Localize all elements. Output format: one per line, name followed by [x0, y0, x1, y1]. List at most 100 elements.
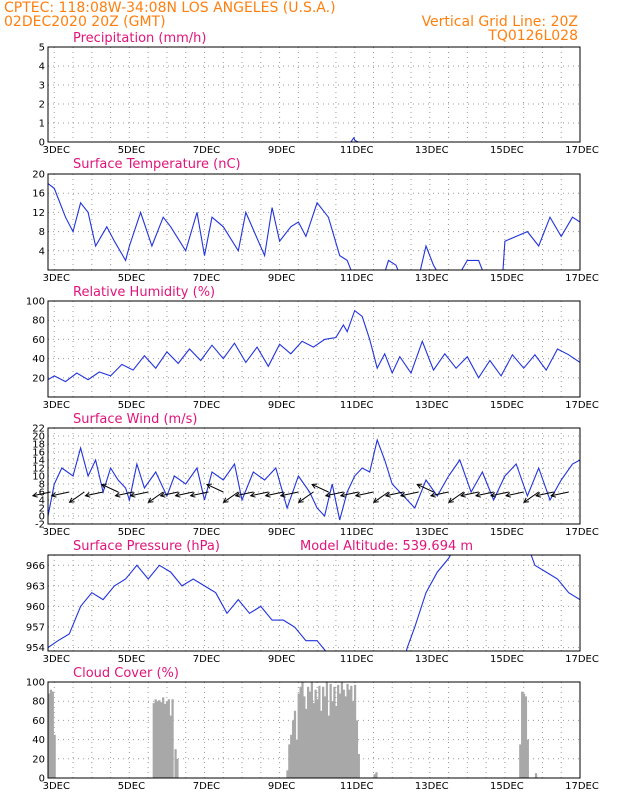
panel-cloud-cover: Cloud Cover (%) 0 20 40 60 80 100 3DEC 5DEC 7DEC… [26, 666, 599, 792]
wind-barb [551, 491, 569, 497]
cloud-cover-bar [162, 697, 165, 778]
cloud-cover-bar [299, 686, 302, 778]
cloud-cover-bar [522, 693, 526, 778]
relative-humidity-ytick-label: 20 [32, 373, 45, 384]
wind-barb-head [147, 497, 154, 503]
wind-barb-head [234, 492, 241, 498]
wind-barb-head [523, 497, 529, 503]
precipitation-xtick-label: 3DEC [43, 145, 70, 156]
cloud-cover-bar [171, 699, 174, 778]
surface-pressure-frame [47, 554, 581, 652]
wind-barb-head [429, 492, 436, 498]
cloud-cover-bar [310, 682, 314, 778]
surface-temperature-xtick-label: 15DEC [490, 273, 524, 284]
wind-barb-head [324, 492, 331, 498]
wind-barb-head [249, 492, 256, 498]
cloud-cover-bar [51, 691, 54, 778]
cloud-cover-bar [48, 693, 51, 778]
cloud-cover-bar [346, 683, 349, 778]
cloud-cover-bar [519, 744, 522, 778]
cloud-cover-bar [344, 696, 347, 778]
cloud-cover-bar [160, 702, 163, 778]
cloud-cover-bar [291, 720, 295, 778]
wind-barb-head [264, 492, 271, 498]
cloud-cover-bar [314, 689, 317, 778]
cloud-cover-bar [53, 734, 56, 778]
cloud-cover-xtick-label: 15DEC [490, 781, 524, 792]
cloud-cover-bar [163, 704, 167, 778]
wind-barb-head [399, 492, 406, 498]
precipitation-xtick-label: 15DEC [490, 145, 524, 156]
cloud-cover-bar [167, 699, 170, 778]
surface-wind-xtick-label: 11DEC [340, 527, 374, 538]
surface-wind-xtick-label: 17DEC [565, 527, 599, 538]
wind-barb [223, 491, 239, 503]
surface-temperature-xtick-label: 5DEC [118, 273, 145, 284]
cloud-cover-bar [329, 683, 332, 778]
surface-wind-frame [47, 427, 581, 525]
surface-temperature-xtick-label: 3DEC [43, 273, 70, 284]
surface-pressure-xtick-label: 9DEC [268, 654, 295, 665]
surface-temperature-ytick-label: 20 [32, 170, 45, 181]
surface-temperature-ytick-label: 8 [39, 227, 45, 238]
wind-barb [190, 491, 209, 497]
header-run-time: 02DEC2020 20Z (GMT) [4, 14, 166, 30]
cloud-cover-bar [297, 693, 300, 778]
relative-humidity-xtick-label: 13DEC [415, 400, 449, 411]
wind-barb-head [159, 492, 166, 498]
wind-barb [340, 491, 359, 497]
precipitation-ytick-label: 5 [39, 43, 45, 54]
cloud-cover-bar [288, 744, 291, 778]
cloud-cover-bar [295, 739, 298, 778]
wind-barb [85, 491, 104, 497]
panel-precipitation: Precipitation (mm/h) 0 1 2 3 4 5 3DEC 5DEC 7DEC 9… [39, 31, 599, 156]
surface-temperature-line [48, 183, 580, 270]
panel-surface-temperature: Surface Temperature (nC) 4 8 12 16 20 3DEC 5DE… [32, 157, 599, 284]
wind-barb-head [297, 497, 304, 503]
panel-title-cloud-cover: Cloud Cover (%) [73, 666, 179, 681]
wind-barb-head [279, 492, 286, 498]
panel-title-surface-pressure: Surface Pressure (hPa) [73, 539, 220, 554]
cloud-cover-bar [338, 693, 342, 778]
cloud-cover-bar [290, 734, 293, 778]
wind-barb [385, 491, 404, 497]
wind-barb-head [459, 492, 466, 498]
surface-wind-xtick-label: 5DEC [118, 527, 145, 538]
wind-barb-head [189, 492, 196, 498]
wind-barb-head [68, 497, 75, 503]
cloud-cover-bar [335, 706, 338, 778]
panel-relative-humidity: Relative Humidity (%) 20 40 60 80 100 3DEC 5DE… [26, 285, 599, 411]
surface-wind-ytick-label: 14 [32, 456, 45, 467]
wind-barb [280, 491, 299, 497]
surface-pressure-xtick-label: 15DEC [490, 654, 524, 665]
cloud-cover-bar [176, 758, 179, 778]
surface-wind-ytick-label: 18 [32, 440, 45, 451]
wind-barb [148, 491, 164, 503]
surface-wind-xtick-label: 9DEC [268, 527, 295, 538]
cloud-cover-bar [526, 739, 529, 778]
cloud-cover-xtick-label: 17DEC [565, 781, 599, 792]
surface-wind-ytick-label: 2 [39, 504, 45, 515]
surface-pressure-line [48, 555, 580, 651]
surface-pressure-xtick-label: 7DEC [193, 654, 220, 665]
relative-humidity-xtick-label: 17DEC [565, 400, 599, 411]
wind-barb [265, 491, 284, 497]
cloud-cover-bar [322, 686, 325, 778]
cloud-cover-bar [323, 696, 327, 778]
cloud-cover-xtick-label: 7DEC [193, 781, 220, 792]
surface-pressure-ytick-label: 954 [26, 643, 45, 654]
wind-barb [69, 491, 85, 503]
cloud-cover-xtick-label: 9DEC [268, 781, 295, 792]
wind-barb [250, 491, 269, 497]
panel-title-relative-humidity: Relative Humidity (%) [73, 285, 215, 300]
precipitation-ytick-label: 3 [39, 81, 45, 92]
precipitation-ytick-label: 1 [39, 119, 45, 130]
precipitation-frame [47, 46, 581, 143]
wind-barb-head [475, 492, 481, 498]
panel-surface-wind: Surface Wind (m/s) -20246810121416182022… [31, 412, 599, 538]
wind-barb [235, 491, 254, 497]
cloud-cover-bar [521, 691, 524, 778]
wind-barb-head [354, 492, 361, 498]
surface-wind-ytick-label: 20 [32, 432, 45, 443]
cloud-cover-bar [352, 701, 355, 778]
